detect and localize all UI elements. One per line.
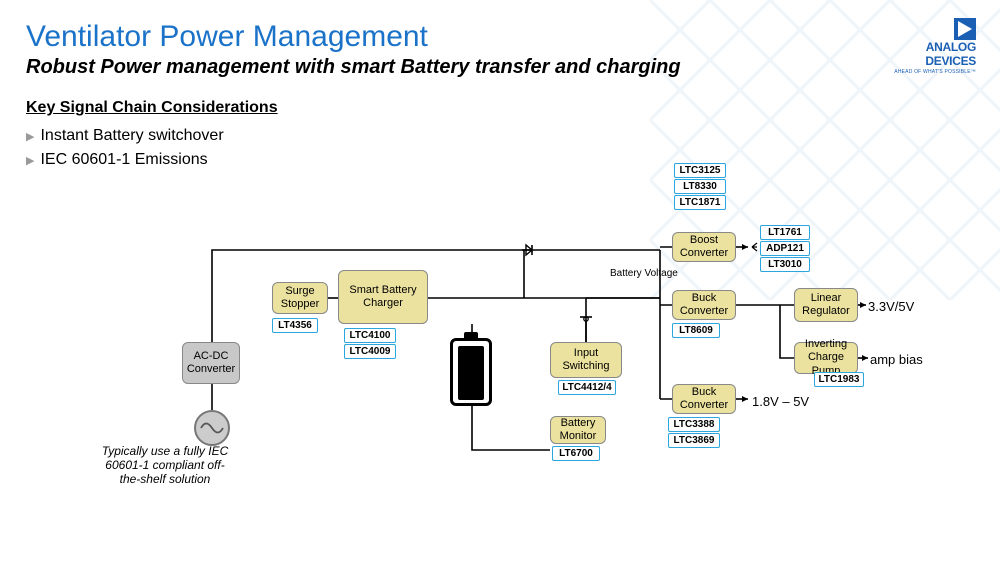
part-buck2_p-0: LTC3388 bbox=[668, 417, 720, 432]
bullet-text: IEC 60601-1 Emissions bbox=[40, 151, 207, 168]
output-label-1: 3.3V/5V bbox=[868, 299, 914, 314]
output-label-3: 1.8V – 5V bbox=[752, 394, 809, 409]
part-invchg_p-0: LTC1983 bbox=[814, 372, 864, 387]
bullet-item: ▶ Instant Battery switchover bbox=[26, 127, 974, 145]
battery-icon bbox=[450, 332, 492, 406]
block-diagram: AC-DC Converter Surge Stopper Smart Batter… bbox=[120, 150, 980, 550]
block-input_sw: Input Switching bbox=[550, 342, 622, 378]
part-input_p-0: LTC4412/4 bbox=[558, 380, 616, 395]
ac-source-icon bbox=[194, 410, 230, 446]
block-buck2: Buck Converter bbox=[672, 384, 736, 414]
part-buck2_p-1: LTC3869 bbox=[668, 433, 720, 448]
bullet-list: ▶ Instant Battery switchover ▶ IEC 60601-1… bbox=[26, 127, 974, 169]
slide-subtitle: Robust Power management with smart Batte… bbox=[26, 56, 974, 79]
bullet-icon: ▶ bbox=[26, 155, 34, 167]
part-charger_p-1: LTC4009 bbox=[344, 344, 396, 359]
part-linreg_p-0: LT1761 bbox=[760, 225, 810, 240]
part-boost_p-2: LTC1871 bbox=[674, 195, 726, 210]
part-charger_p-0: LTC4100 bbox=[344, 328, 396, 343]
part-buck1_p-0: LT8609 bbox=[672, 323, 720, 338]
slide-title: Ventilator Power Management bbox=[26, 20, 974, 54]
block-batt_mon: Battery Monitor bbox=[550, 416, 606, 444]
part-surge_p-0: LT4356 bbox=[272, 318, 318, 333]
part-batmon_p-0: LT6700 bbox=[552, 446, 600, 461]
footnote: Typically use a fully IEC 60601-1 compli… bbox=[100, 444, 230, 486]
slide-content: Ventilator Power Management Robust Power… bbox=[0, 0, 1000, 195]
bullet-text: Instant Battery switchover bbox=[40, 127, 223, 144]
block-invchg: Inverting Charge Pump bbox=[794, 342, 858, 374]
block-buck1: Buck Converter bbox=[672, 290, 736, 320]
block-boost: Boost Converter bbox=[672, 232, 736, 262]
section-heading: Key Signal Chain Considerations bbox=[26, 99, 974, 117]
block-surge: Surge Stopper bbox=[272, 282, 328, 314]
output-label-2: amp bias bbox=[870, 352, 923, 367]
block-charger: Smart Battery Charger bbox=[338, 270, 428, 324]
bullet-item: ▶ IEC 60601-1 Emissions bbox=[26, 151, 974, 169]
battery-voltage-label: Battery Voltage bbox=[610, 268, 678, 279]
part-linreg_p-1: ADP121 bbox=[760, 241, 810, 256]
block-linreg: Linear Regulator bbox=[794, 288, 858, 322]
block-acdc: AC-DC Converter bbox=[182, 342, 240, 384]
part-linreg_p-2: LT3010 bbox=[760, 257, 810, 272]
bullet-icon: ▶ bbox=[26, 131, 34, 143]
